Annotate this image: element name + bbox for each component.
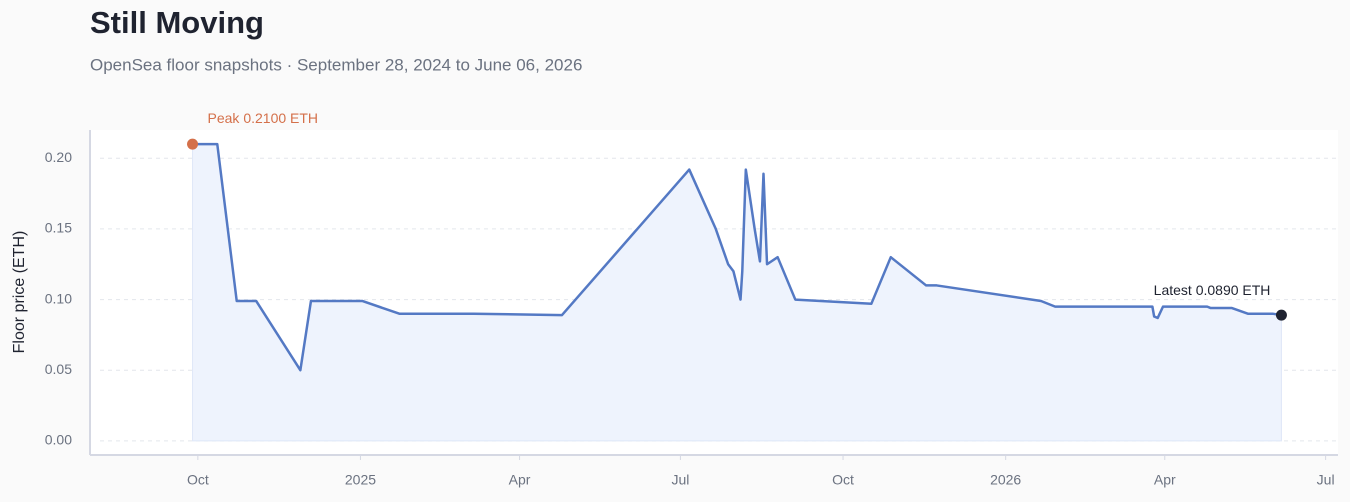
chart-title: Still Moving: [90, 5, 264, 40]
peak-label: Peak 0.2100 ETH: [208, 110, 319, 126]
y-tick-label: 0.10: [45, 290, 72, 306]
y-tick-label: 0.05: [45, 361, 72, 377]
line: [192, 142, 1282, 372]
y-tick-label: 0.15: [45, 220, 72, 236]
x-tick-label: Jul: [1317, 472, 1335, 488]
x-tick-label: Oct: [187, 472, 209, 488]
x-tick-label: 2025: [345, 472, 376, 488]
y-tick-label: 0.20: [45, 149, 72, 165]
chart-subtitle: OpenSea floor snapshots · September 28, …: [90, 55, 582, 74]
latest-marker: [1275, 309, 1287, 321]
peak-marker: [187, 138, 199, 150]
y-tick-label: 0.00: [45, 432, 72, 448]
x-tick-label: Apr: [509, 472, 531, 488]
y-axis-label: Floor price (ETH): [11, 231, 28, 354]
x-tick-label: Oct: [832, 472, 854, 488]
x-tick-label: Jul: [671, 472, 689, 488]
latest-label: Latest 0.0890 ETH: [1154, 282, 1271, 298]
x-tick-label: 2026: [990, 472, 1021, 488]
x-tick-label: Apr: [1154, 472, 1176, 488]
